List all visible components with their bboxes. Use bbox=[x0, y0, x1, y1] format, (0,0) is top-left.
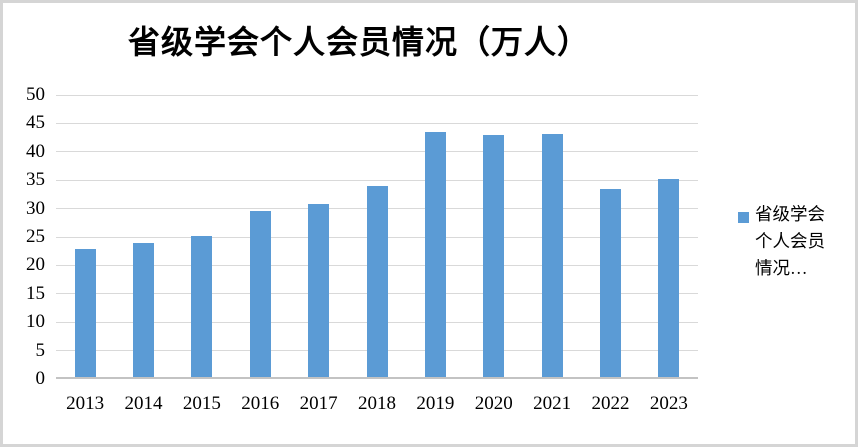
legend: 省级学会 个人会员 情况… bbox=[738, 201, 825, 282]
y-tick-label-35: 35 bbox=[26, 169, 45, 191]
gridline-y40 bbox=[56, 151, 698, 153]
bar-2022 bbox=[599, 188, 621, 377]
x-tick-label-2015: 2015 bbox=[182, 393, 221, 414]
y-tick-label-5: 5 bbox=[35, 339, 46, 361]
bar-2021 bbox=[541, 133, 563, 377]
legend-label-line: 情况… bbox=[755, 258, 808, 278]
y-tick-label-40: 40 bbox=[26, 140, 45, 162]
x-tick-label-2023: 2023 bbox=[649, 393, 688, 414]
x-tick-label-2018: 2018 bbox=[358, 393, 396, 414]
legend-label-line: 省级学会 bbox=[755, 204, 825, 224]
y-tick-label-45: 45 bbox=[26, 112, 45, 134]
chart-title: 省级学会个人会员情况（万人） bbox=[127, 24, 590, 60]
bar-2023 bbox=[658, 178, 680, 377]
x-tick-label-2019: 2019 bbox=[416, 393, 455, 414]
bar-2013 bbox=[74, 248, 96, 377]
y-tick-label-25: 25 bbox=[26, 226, 45, 248]
y-tick-label-15: 15 bbox=[26, 282, 45, 304]
bar-2014 bbox=[133, 242, 155, 377]
y-axis-labels: 0 5 10 15 20 25 30 35 40 45 50 bbox=[3, 85, 47, 388]
y-tick-label-30: 30 bbox=[26, 197, 45, 219]
x-tick-label-2016: 2016 bbox=[241, 393, 280, 414]
x-tick-label-2014: 2014 bbox=[124, 393, 163, 414]
x-tick-label-2021: 2021 bbox=[533, 393, 572, 414]
x-axis-labels: 2013 2014 2015 2016 2017 2018 2019 2020 2021 2022… bbox=[56, 393, 698, 419]
x-tick-label-2020: 2020 bbox=[474, 393, 513, 414]
x-tick-label-2013: 2013 bbox=[66, 393, 105, 414]
bar-2019 bbox=[424, 131, 446, 377]
x-tick-label-2022: 2022 bbox=[591, 393, 630, 414]
x-axis-line bbox=[56, 377, 698, 379]
gridline-y50 bbox=[56, 94, 698, 96]
y-tick-label-0: 0 bbox=[35, 368, 46, 390]
bar-2015 bbox=[191, 235, 213, 377]
bar-2018 bbox=[366, 186, 388, 377]
gridline-y45 bbox=[56, 122, 698, 124]
bar-2016 bbox=[249, 210, 271, 377]
y-tick-label-10: 10 bbox=[26, 311, 45, 333]
bar-2017 bbox=[308, 203, 330, 377]
gridline-y35 bbox=[56, 179, 698, 181]
legend-label: 省级学会 个人会员 情况… bbox=[755, 201, 825, 282]
bar-2020 bbox=[483, 134, 505, 377]
y-tick-label-50: 50 bbox=[26, 84, 45, 106]
x-tick-label-2017: 2017 bbox=[299, 393, 338, 414]
plot-area bbox=[56, 94, 698, 379]
y-tick-label-20: 20 bbox=[26, 254, 45, 276]
legend-swatch-icon bbox=[738, 212, 749, 223]
legend-label-line: 个人会员 bbox=[755, 231, 825, 251]
